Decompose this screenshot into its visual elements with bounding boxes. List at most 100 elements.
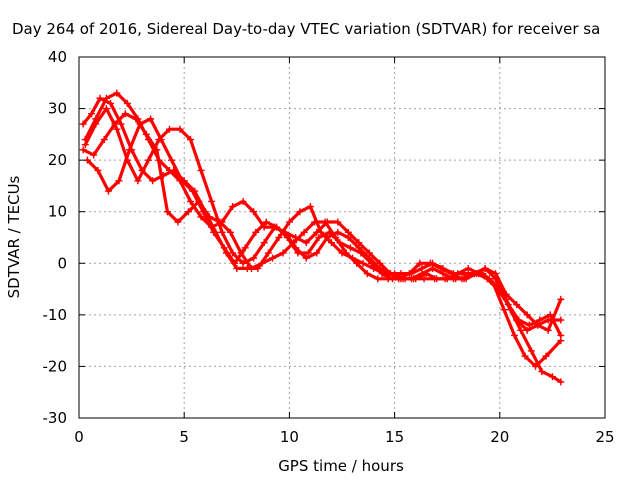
y-tick-label: 10 [48, 203, 67, 221]
data-point [334, 228, 342, 236]
data-point [384, 275, 392, 283]
data-point [523, 326, 531, 334]
data-point [471, 270, 479, 278]
x-tick-label: 25 [595, 428, 614, 446]
y-axis-title: SDTVAR / TECUs [5, 175, 23, 298]
data-point [500, 306, 508, 314]
data-point [113, 125, 121, 133]
y-tick-label: 40 [48, 48, 67, 66]
plot-frame [78, 56, 606, 419]
data-series [79, 94, 565, 386]
data-point [557, 337, 565, 345]
data-point [292, 244, 300, 252]
data-point [538, 368, 546, 376]
data-point [464, 264, 472, 272]
data-point [557, 378, 565, 386]
data-point [239, 197, 247, 205]
data-point [439, 270, 447, 278]
data-point [359, 259, 367, 267]
data-point [252, 228, 260, 236]
data-point [511, 331, 519, 339]
data-point [250, 208, 258, 216]
data-point [355, 244, 363, 252]
data-point [285, 218, 293, 226]
data-point [178, 177, 186, 185]
data-point [195, 197, 203, 205]
data-point [275, 234, 283, 241]
data-point [447, 270, 455, 278]
data-point [344, 234, 352, 241]
data-point [94, 166, 102, 174]
data-point [88, 110, 96, 118]
data-point [123, 156, 131, 164]
data-point [327, 239, 335, 247]
data-point [260, 239, 268, 247]
data-point [323, 234, 331, 241]
data-point [264, 249, 272, 257]
data-point [79, 120, 87, 128]
data-point [525, 321, 533, 329]
data-point [184, 208, 192, 216]
data-point [315, 234, 323, 241]
data-point [546, 311, 554, 319]
data-point [189, 187, 197, 195]
data-point [132, 115, 140, 123]
data-point [515, 316, 523, 324]
data-point [83, 156, 91, 164]
data-point [258, 259, 266, 267]
data-point [428, 264, 436, 272]
x-tick-label: 10 [280, 428, 299, 446]
data-point [536, 316, 544, 324]
series-line [85, 117, 563, 338]
data-point [90, 151, 98, 159]
data-point [300, 228, 308, 236]
data-point [107, 99, 115, 107]
y-tick-label: 0 [57, 254, 67, 272]
x-tick-label: 0 [74, 428, 84, 446]
data-point [397, 275, 405, 283]
data-point [386, 270, 394, 278]
data-point [296, 208, 304, 216]
data-point [527, 347, 535, 355]
data-point [431, 275, 439, 283]
data-point [125, 146, 133, 154]
data-point [523, 311, 531, 319]
data-point [218, 228, 226, 236]
data-point [96, 94, 104, 102]
data-point [441, 275, 449, 283]
data-point [155, 136, 163, 144]
data-point [187, 136, 195, 144]
data-point [115, 177, 123, 185]
data-point [220, 244, 228, 252]
data-point [79, 146, 87, 154]
data-point [346, 244, 354, 252]
data-point [548, 373, 556, 381]
data-point [197, 213, 205, 221]
data-point [504, 301, 512, 309]
data-point [100, 136, 108, 144]
y-tick-label: -20 [43, 357, 68, 375]
data-point [313, 228, 321, 236]
data-point [407, 275, 415, 283]
y-tick-label: -10 [43, 306, 68, 324]
data-point [534, 321, 542, 329]
data-point [269, 254, 277, 262]
data-point [113, 89, 121, 97]
series-line [83, 106, 563, 332]
data-point [416, 259, 424, 267]
data-point [123, 99, 131, 107]
data-point [233, 264, 241, 272]
data-point [142, 130, 150, 138]
data-point [460, 275, 468, 283]
axes: 0 5 10 15 20 25 -30 -20 -10 0 10 20 30 40 [43, 48, 615, 446]
data-point [149, 177, 157, 185]
grid [79, 57, 605, 418]
data-point [376, 264, 384, 272]
chart-title: Day 264 of 2016, Sidereal Day-to-day VTE… [12, 20, 600, 38]
data-point [302, 239, 310, 247]
data-series [81, 105, 565, 334]
data-point [144, 156, 152, 164]
data-point [489, 280, 497, 288]
data-point [374, 275, 382, 283]
